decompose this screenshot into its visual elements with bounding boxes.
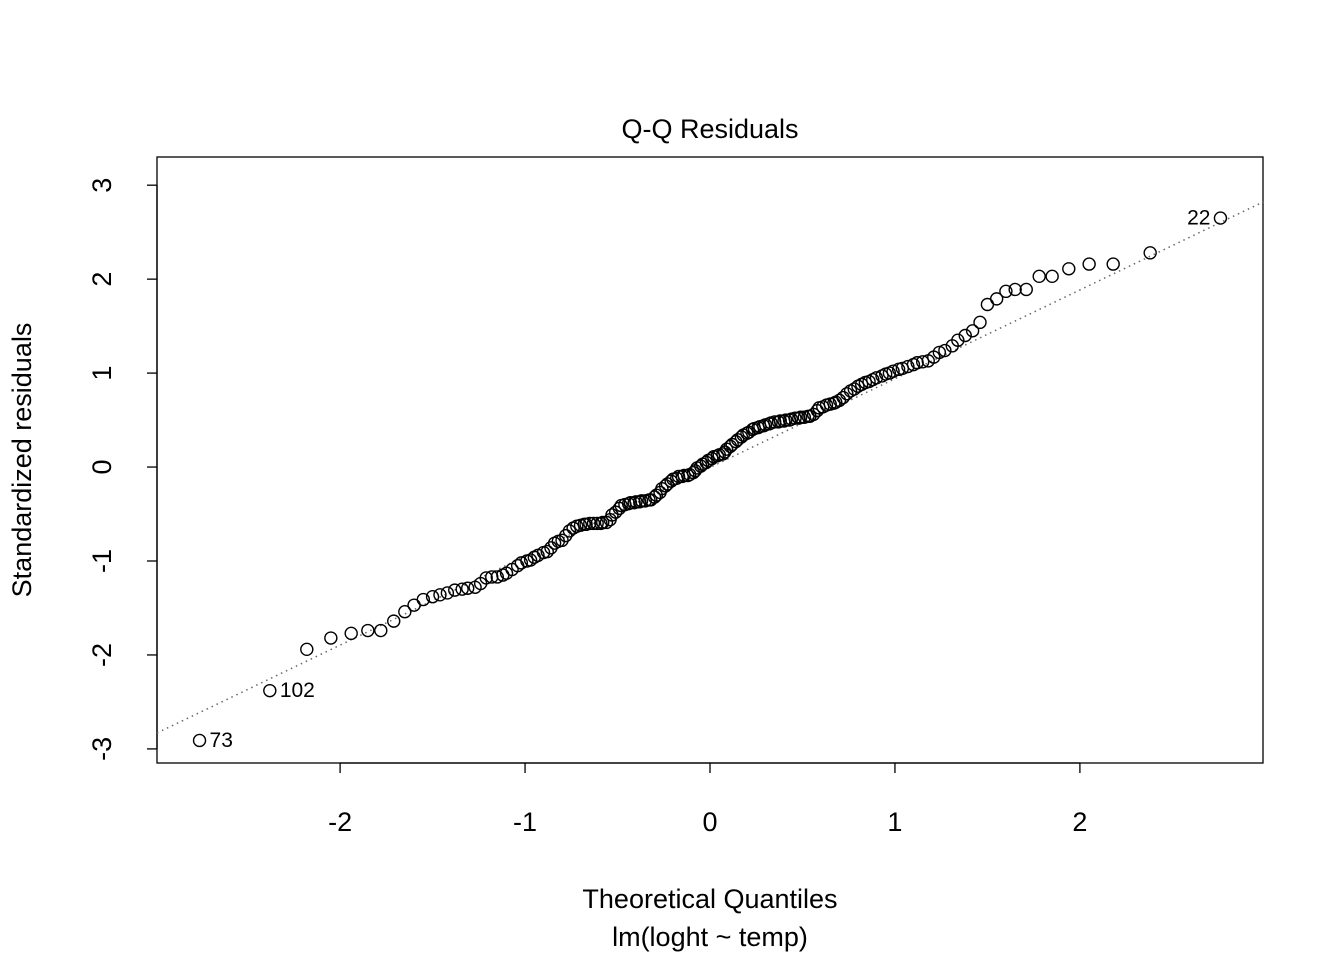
- point: [973, 315, 987, 330]
- point: [514, 556, 529, 570]
- point: [361, 623, 375, 638]
- point: [300, 642, 314, 657]
- y-tick-label: 1: [87, 366, 117, 381]
- point: [461, 581, 475, 595]
- point: [490, 570, 505, 584]
- point: [634, 494, 649, 508]
- point: [965, 324, 980, 338]
- point: [1032, 269, 1046, 284]
- point: [1082, 257, 1096, 271]
- point: [586, 516, 601, 531]
- x-tick-label: 2: [1072, 807, 1087, 837]
- x-tick-label: 1: [887, 807, 902, 837]
- point: [932, 345, 947, 360]
- point: [596, 515, 610, 530]
- point: [605, 508, 619, 522]
- point: [523, 553, 538, 567]
- y-tick-label: -3: [87, 737, 117, 761]
- point: [448, 583, 462, 597]
- point: [951, 333, 965, 347]
- point: [836, 390, 850, 405]
- point: [832, 393, 847, 408]
- plot-box: [156, 156, 1264, 764]
- point: [555, 533, 569, 548]
- y-tick-label: 0: [87, 460, 117, 475]
- point: [440, 586, 455, 600]
- point: [1143, 246, 1157, 260]
- y-tick-label: 3: [87, 178, 117, 193]
- point: [562, 524, 577, 538]
- x-tick-label: -2: [328, 807, 352, 837]
- point: [1213, 211, 1228, 225]
- point: [1008, 282, 1022, 297]
- point: [958, 328, 972, 343]
- x-tick-label: -1: [513, 807, 537, 837]
- point: [590, 516, 604, 531]
- point: [629, 495, 643, 509]
- point: [788, 411, 802, 425]
- point: [544, 541, 558, 555]
- point: [886, 364, 900, 378]
- point: [1062, 262, 1076, 276]
- point: [915, 355, 930, 369]
- point: [540, 544, 554, 559]
- point-label: 102: [280, 679, 315, 702]
- chart-title: Q-Q Residuals: [621, 114, 798, 144]
- y-tick-label: -1: [87, 549, 117, 573]
- point: [583, 516, 597, 531]
- point: [716, 447, 730, 461]
- point: [263, 683, 277, 698]
- point: [559, 528, 573, 543]
- subtitle: lm(loght ~ temp): [612, 922, 808, 952]
- point: [455, 582, 469, 596]
- point: [980, 297, 995, 312]
- point: [869, 371, 884, 385]
- x-axis-label: Theoretical Quantiles: [582, 884, 837, 914]
- point: [374, 623, 388, 638]
- point: [938, 343, 952, 358]
- point: [901, 359, 915, 374]
- point: [416, 592, 431, 607]
- y-tick-label: -2: [87, 643, 117, 667]
- y-axis-label: Standardized residuals: [7, 323, 37, 598]
- point: [1019, 282, 1033, 297]
- point: [989, 292, 1004, 306]
- point: [398, 605, 412, 619]
- point: [433, 588, 447, 602]
- point: [686, 465, 701, 480]
- point: [479, 571, 493, 585]
- point: [425, 590, 440, 604]
- reference-line: [156, 201, 1264, 734]
- point: [387, 614, 401, 628]
- point: [324, 631, 338, 645]
- point: [793, 410, 808, 424]
- point: [847, 382, 861, 396]
- point: [999, 284, 1013, 299]
- point-label: 73: [210, 729, 233, 752]
- point: [779, 413, 793, 427]
- point: [1045, 269, 1059, 284]
- point: [677, 468, 691, 483]
- x-tick-label: 0: [702, 807, 717, 837]
- y-tick-label: 2: [87, 272, 117, 287]
- point-label: 22: [1187, 207, 1210, 230]
- point: [840, 387, 854, 401]
- point: [407, 598, 421, 612]
- point: [192, 733, 207, 748]
- point: [1106, 257, 1120, 271]
- point: [344, 626, 358, 641]
